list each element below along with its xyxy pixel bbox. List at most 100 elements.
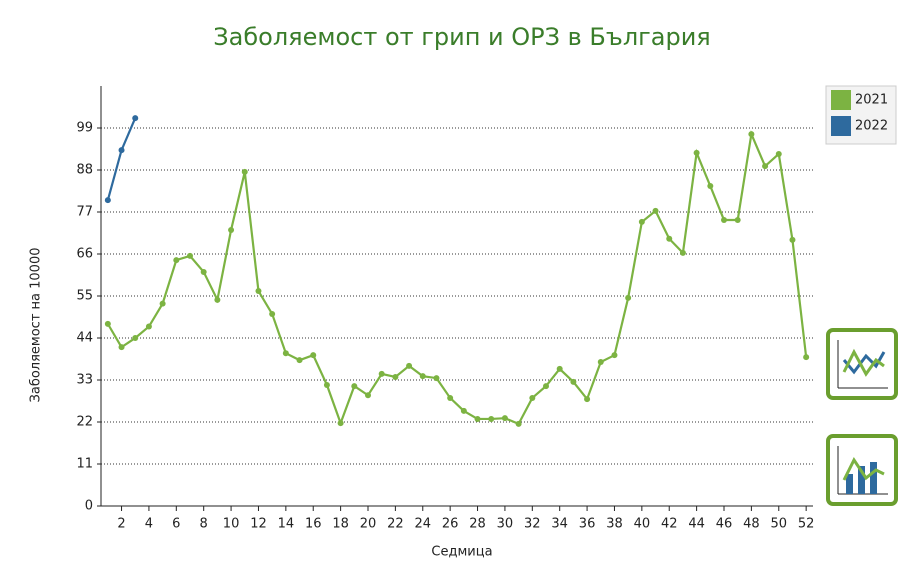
data-point	[638, 218, 645, 225]
data-point	[351, 383, 358, 390]
legend-swatch	[831, 116, 851, 136]
y-tick-label: 44	[76, 331, 93, 346]
legend-swatch	[831, 90, 851, 110]
x-tick-label: 18	[332, 517, 349, 532]
data-point	[145, 323, 152, 330]
data-point	[200, 268, 207, 275]
data-point	[132, 335, 139, 341]
legend: 2021 2022	[825, 85, 897, 145]
data-point	[255, 288, 262, 295]
data-point	[460, 407, 467, 414]
x-tick-label: 48	[743, 517, 760, 532]
data-point	[789, 236, 796, 243]
data-point	[488, 415, 495, 422]
chart-title: Заболяемост от грип и ОРЗ в България	[213, 23, 711, 51]
x-tick-label: 34	[551, 517, 568, 532]
y-tick-label: 22	[76, 415, 93, 430]
x-tick-label: 14	[278, 517, 295, 532]
data-point	[132, 115, 139, 122]
data-point	[378, 370, 385, 377]
data-point	[501, 415, 508, 422]
data-point	[104, 197, 111, 204]
data-point	[652, 207, 659, 214]
data-point	[159, 300, 166, 307]
y-tick-label: 66	[76, 247, 93, 262]
data-point	[611, 352, 618, 359]
data-point	[597, 359, 604, 366]
data-point	[762, 163, 769, 170]
x-tick-label: 50	[770, 517, 787, 532]
data-point	[734, 217, 741, 224]
data-point	[556, 365, 563, 372]
data-point	[679, 249, 686, 256]
data-point	[693, 149, 700, 156]
data-point	[707, 183, 714, 190]
x-tick-label: 4	[145, 517, 153, 532]
x-tick-label: 12	[250, 517, 267, 532]
x-tick-label: 24	[414, 517, 431, 532]
x-tick-label: 2	[117, 517, 125, 532]
data-point	[584, 396, 591, 403]
data-point	[214, 296, 221, 303]
data-point	[666, 235, 673, 242]
legend-label: 2021	[855, 93, 888, 108]
x-tick-label: 46	[716, 517, 733, 532]
data-point	[365, 392, 371, 399]
data-point	[447, 394, 454, 401]
data-point	[775, 150, 782, 157]
y-tick-label: 33	[76, 373, 93, 388]
data-point	[187, 252, 193, 259]
x-tick-label: 42	[661, 517, 678, 532]
data-point	[543, 383, 549, 390]
data-point	[529, 394, 536, 401]
x-tick-label: 36	[579, 517, 596, 532]
data-point	[474, 415, 481, 422]
data-point	[228, 226, 235, 233]
data-point	[406, 362, 413, 369]
x-tick-label: 30	[497, 517, 514, 532]
x-tick-label: 44	[688, 517, 705, 532]
legend-label: 2022	[855, 119, 888, 134]
y-tick-label: 11	[76, 457, 93, 472]
data-point	[296, 357, 303, 364]
chart-type-bar-button[interactable]	[826, 434, 898, 506]
y-tick-label: 55	[76, 289, 93, 304]
x-tick-label: 20	[360, 517, 377, 532]
chart-type-line-button[interactable]	[826, 328, 898, 400]
x-tick-label: 32	[524, 517, 541, 532]
x-tick-label: 52	[798, 517, 815, 532]
x-tick-label: 26	[442, 517, 459, 532]
x-tick-label: 16	[305, 517, 322, 532]
data-point	[392, 373, 399, 380]
y-axis-label: Заболяемост на 10000	[29, 248, 44, 403]
data-point	[721, 217, 727, 224]
data-point	[337, 420, 344, 427]
data-point	[515, 420, 522, 427]
data-point	[241, 168, 248, 175]
x-axis-label: Седмица	[431, 545, 492, 560]
data-point	[310, 352, 317, 359]
data-point	[269, 310, 276, 317]
x-tick-label: 8	[200, 517, 208, 532]
data-point	[104, 320, 111, 327]
y-tick-label: 99	[76, 121, 93, 136]
data-point	[173, 257, 180, 264]
data-point	[118, 147, 125, 154]
y-tick-label: 77	[76, 205, 93, 220]
x-tick-label: 6	[172, 517, 180, 532]
data-point	[323, 381, 330, 388]
data-point	[282, 350, 289, 357]
data-point	[748, 131, 755, 138]
x-tick-label: 28	[469, 517, 486, 532]
y-tick-label: 88	[76, 163, 93, 178]
data-point	[419, 373, 426, 380]
series-line	[106, 130, 808, 427]
x-tick-label: 38	[606, 517, 623, 532]
y-tick-label: 0	[85, 499, 93, 514]
x-tick-label: 40	[634, 517, 651, 532]
data-point	[803, 354, 810, 361]
data-point	[625, 294, 632, 301]
data-point	[433, 375, 440, 382]
data-point	[570, 378, 577, 385]
